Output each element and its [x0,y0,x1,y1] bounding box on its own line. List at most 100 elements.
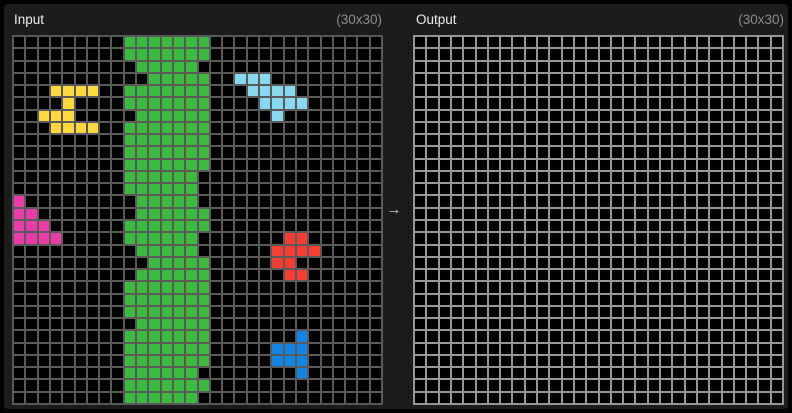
output-grid-cell [661,184,672,195]
input-grid-cell [75,392,86,403]
input-grid-cell [87,331,99,342]
output-grid-cell [415,184,426,195]
input-grid-cell [284,122,295,134]
output-grid-cell [587,110,598,121]
input-grid-cell [100,368,111,379]
output-grid-cell [722,331,733,342]
output-grid-cell [513,135,524,146]
output-grid-cell [661,208,672,219]
output-grid-cell [685,220,696,232]
input-grid-cell [161,220,172,232]
input-grid-cell [247,368,258,379]
output-grid-cell [611,257,623,269]
input-grid-cell [358,135,369,146]
input-grid-cell [173,355,185,367]
output-grid-cell [451,368,463,379]
output-grid-cell [771,98,782,109]
input-grid-cell [173,343,185,354]
input-grid-cell [75,171,86,183]
input-grid-cell [321,257,332,269]
output-grid-cell [697,159,709,170]
output-grid-cell [759,392,770,403]
input-grid-cell [50,319,62,330]
output-grid-cell [451,319,463,330]
output-grid-cell [697,343,709,354]
input-grid-cell [161,147,172,158]
input-grid-cell [14,171,25,183]
output-grid-cell [624,257,635,269]
input-grid-cell [112,135,123,146]
input-grid-cell [370,147,381,158]
output-grid-cell [476,196,487,207]
input-grid-cell [309,392,320,403]
input-grid-cell [124,294,135,305]
input-grid-cell [124,392,135,403]
input-grid-cell [198,220,209,232]
input-grid-cell [210,294,222,305]
output-grid-cell [427,73,438,85]
output-grid-cell [525,257,536,269]
output-grid-cell [673,220,684,232]
output-grid-cell [747,233,758,244]
input-grid-cell [346,282,357,293]
output-grid-cell [562,331,573,342]
output-grid-cell [771,331,782,342]
output-grid-cell [574,306,586,318]
input-grid-cell [284,220,295,232]
input-grid-cell [296,233,308,244]
input-grid-cell [50,208,62,219]
output-grid-cell [439,331,450,342]
input-grid-cell [284,86,295,97]
input-grid-cell [198,306,209,318]
input-grid-cell [296,392,308,403]
input-grid-cell [210,159,222,170]
output-grid-cell [624,294,635,305]
input-grid-cell [63,368,74,379]
input-grid-cell [87,171,99,183]
input-grid-cell [173,135,185,146]
output-grid-cell [574,270,586,281]
input-grid-cell [87,208,99,219]
output-grid-cell [439,110,450,121]
input-grid-cell [75,368,86,379]
output-grid-cell [476,37,487,48]
output-grid-cell [710,98,721,109]
output-grid-cell [611,196,623,207]
output-grid-cell [415,343,426,354]
output-grid-cell [464,220,475,232]
input-grid-cell [247,147,258,158]
output-grid-cell [538,257,549,269]
output-grid-cell [636,282,647,293]
output-grid-cell [648,37,659,48]
output-grid-cell [734,61,746,72]
input-grid-cell [370,159,381,170]
input-grid-cell [346,73,357,85]
output-grid-cell [636,147,647,158]
output-grid-cell [673,282,684,293]
input-grid-cell [346,98,357,109]
output-grid-cell [697,135,709,146]
input-grid-cell [63,110,74,121]
output-grid-cell [599,319,610,330]
input-grid-cell [284,294,295,305]
input-grid-cell [87,135,99,146]
input-grid-cell [173,184,185,195]
output-grid-cell [661,368,672,379]
output-grid-cell [501,86,512,97]
input-grid-cell [186,159,197,170]
input-grid-cell [173,380,185,391]
output-grid-cell [648,61,659,72]
output-grid-cell [697,282,709,293]
input-grid-cell [173,282,185,293]
input-grid-cell [284,392,295,403]
output-grid-cell [697,122,709,134]
input-grid-cell [358,122,369,134]
input-grid-cell [26,294,37,305]
output-grid-cell [587,73,598,85]
input-grid-cell [124,184,135,195]
output-grid-cell [661,270,672,281]
input-grid-cell [124,257,135,269]
input-grid-cell [346,184,357,195]
output-grid-cell [513,171,524,183]
input-grid-cell [38,343,49,354]
